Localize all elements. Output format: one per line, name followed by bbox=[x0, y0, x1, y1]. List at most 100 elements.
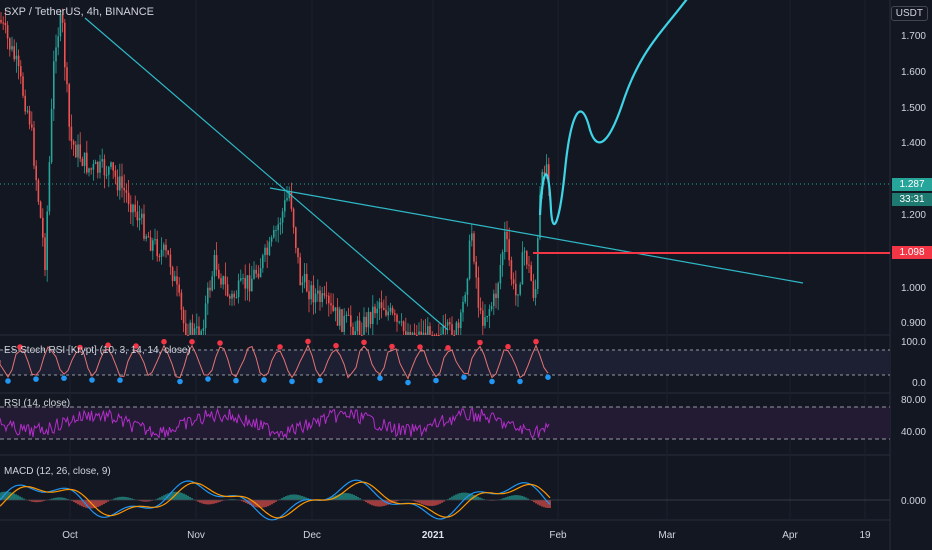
stoch-low-marker bbox=[33, 376, 39, 382]
candle-body bbox=[396, 314, 398, 322]
macd-histogram-bar bbox=[107, 500, 109, 502]
candle-body bbox=[444, 325, 447, 327]
rsi-band bbox=[0, 407, 890, 439]
stoch-rsi-panel bbox=[0, 338, 551, 386]
macd-histogram-bar bbox=[359, 498, 361, 500]
macd-histogram-bar bbox=[259, 500, 261, 508]
macd-histogram-bar bbox=[127, 497, 129, 500]
candle-body bbox=[528, 264, 530, 266]
macd-histogram-bar bbox=[439, 500, 441, 504]
macd-histogram-bar bbox=[345, 493, 347, 500]
macd-histogram-bar bbox=[199, 500, 201, 503]
candle-body bbox=[334, 307, 337, 311]
candle-body bbox=[391, 307, 394, 314]
candle-body bbox=[523, 251, 526, 253]
candle-body bbox=[400, 321, 403, 323]
stoch-low-marker bbox=[205, 376, 211, 382]
candle-body bbox=[339, 309, 341, 326]
macd-histogram-bar bbox=[307, 498, 309, 500]
stoch-high-marker bbox=[17, 344, 23, 350]
macd-histogram-bar bbox=[461, 492, 463, 500]
candle-body bbox=[479, 307, 482, 311]
candle-body bbox=[299, 257, 301, 286]
candle-body bbox=[303, 273, 306, 283]
macd-histogram-bar bbox=[545, 500, 547, 508]
macd-histogram-bar bbox=[483, 499, 485, 500]
macd-histogram-bar bbox=[353, 494, 355, 500]
candle-body bbox=[418, 331, 420, 335]
macd-histogram-bar bbox=[547, 500, 549, 509]
stoch-low-marker bbox=[233, 377, 239, 384]
macd-histogram-bar bbox=[159, 497, 161, 500]
candle-body bbox=[361, 335, 363, 336]
candle-body bbox=[160, 249, 163, 257]
macd-label[interactable]: MACD (12, 26, close, 9) bbox=[4, 466, 111, 477]
macd-histogram-bar bbox=[397, 500, 399, 501]
candle-body bbox=[330, 303, 332, 306]
candle-body bbox=[490, 306, 493, 310]
candle-body bbox=[308, 291, 310, 300]
candle-body bbox=[446, 322, 449, 326]
candle-body bbox=[147, 236, 150, 238]
macd-histogram-bar bbox=[351, 494, 353, 500]
macd-histogram-bar bbox=[515, 495, 517, 500]
currency-label[interactable]: USDT bbox=[890, 6, 928, 21]
candle-body bbox=[224, 276, 227, 285]
candle-body bbox=[295, 227, 297, 248]
resistance-trendline bbox=[269, 187, 804, 284]
candle-body bbox=[477, 277, 480, 308]
macd-histogram-bar bbox=[253, 500, 255, 507]
stoch-high-marker bbox=[105, 342, 111, 349]
macd-histogram-bar bbox=[263, 500, 265, 508]
candle-body bbox=[376, 308, 378, 314]
candle-body bbox=[13, 46, 15, 60]
macd-histogram-bar bbox=[531, 500, 533, 501]
macd-histogram-bar bbox=[521, 495, 523, 500]
stoch-low-marker bbox=[461, 374, 467, 381]
time-tick: Oct bbox=[62, 530, 78, 541]
macd-signal-line bbox=[0, 481, 551, 519]
macd-histogram-bar bbox=[337, 494, 339, 500]
candle-body bbox=[108, 166, 110, 175]
macd-histogram-bar bbox=[203, 500, 205, 504]
chart-title[interactable]: SXP / TetherUS, 4h, BINANCE bbox=[4, 6, 154, 18]
stoch-band bbox=[0, 350, 890, 375]
candle-body bbox=[77, 144, 79, 158]
candle-body bbox=[244, 277, 246, 289]
price-tick: 1.400 bbox=[900, 138, 926, 149]
macd-histogram-bar bbox=[73, 500, 75, 503]
candle-body bbox=[427, 326, 429, 335]
rsi-label[interactable]: RSI (14, close) bbox=[4, 398, 71, 409]
candle-body bbox=[420, 331, 422, 335]
macd-histogram-bar bbox=[177, 491, 179, 500]
price-candles bbox=[0, 8, 550, 336]
candle-body bbox=[475, 261, 477, 278]
stoch-rsi-label[interactable]: ES Stoch RSI [Krypt] (10, 3, 14, 14, clo… bbox=[4, 345, 191, 356]
macd-histogram-bar bbox=[507, 496, 509, 500]
candle-body bbox=[220, 278, 222, 285]
macd-histogram-bar bbox=[31, 500, 33, 502]
candle-body bbox=[72, 141, 75, 145]
macd-histogram-bar bbox=[63, 497, 65, 500]
candle-body bbox=[31, 124, 33, 128]
macd-histogram-bar bbox=[381, 500, 383, 507]
macd-histogram-bar bbox=[187, 495, 189, 500]
candle-body bbox=[380, 302, 383, 308]
macd-histogram-bar bbox=[429, 500, 431, 506]
candle-body bbox=[226, 284, 229, 297]
candle-body bbox=[457, 322, 460, 329]
macd-histogram-bar bbox=[99, 500, 101, 507]
candle-body bbox=[83, 152, 86, 166]
candle-body bbox=[204, 303, 207, 329]
macd-histogram-bar bbox=[219, 500, 221, 502]
candle-body bbox=[211, 276, 213, 291]
candle-body bbox=[319, 290, 321, 302]
stoch-high-marker bbox=[533, 338, 539, 345]
macd-histogram-bar bbox=[55, 497, 57, 500]
candle-body bbox=[545, 164, 548, 175]
macd-histogram-bar bbox=[285, 496, 287, 500]
candle-body bbox=[352, 326, 354, 335]
macd-histogram-bar bbox=[57, 497, 59, 500]
candle-body bbox=[343, 316, 345, 332]
